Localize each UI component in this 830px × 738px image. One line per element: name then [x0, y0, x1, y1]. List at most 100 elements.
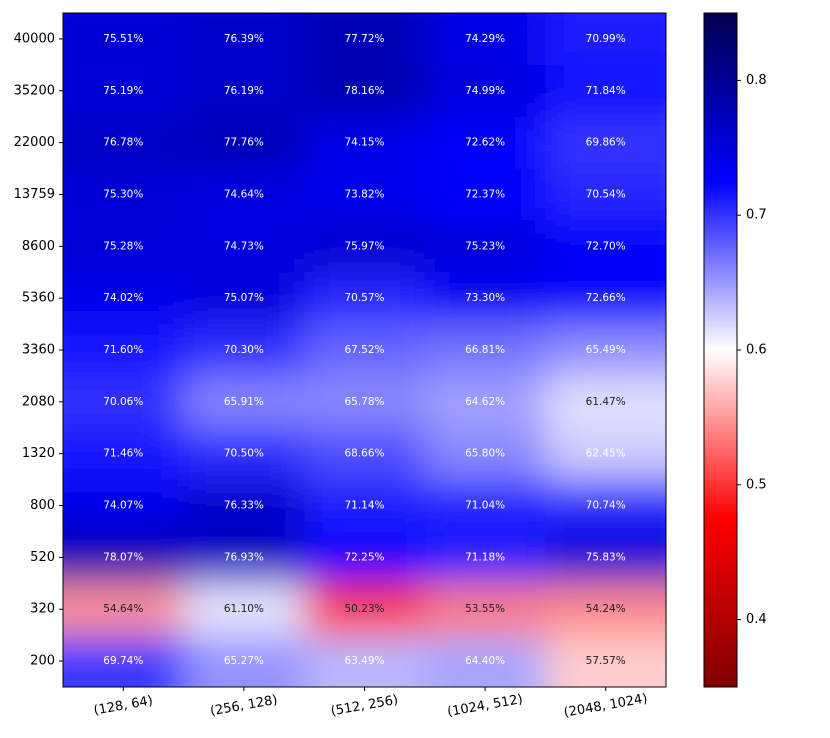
heatmap-cell: [63, 375, 185, 429]
heatmap-cell: [63, 479, 185, 532]
cell-value-label: 76.93%: [224, 551, 264, 563]
heatmap-cell: [304, 375, 426, 429]
heatmap-cell: [304, 168, 426, 221]
heatmap-cell: [545, 116, 666, 170]
y-tick-label: 8600: [22, 239, 55, 254]
cell-value-label: 76.33%: [224, 500, 264, 512]
cell-value-label: 65.91%: [224, 396, 264, 408]
heatmap-cell: [63, 220, 185, 273]
heatmap-cell: [545, 531, 666, 584]
cell-value-label: 75.97%: [344, 240, 384, 252]
heatmap-cell: [424, 64, 546, 118]
heatmap-cell: [424, 479, 546, 532]
x-tick-label: (128, 64): [93, 693, 154, 718]
cell-value-label: 75.83%: [586, 551, 626, 563]
cell-value-label: 74.02%: [103, 292, 143, 304]
heatmap-cell: [424, 168, 546, 221]
cell-value-label: 74.73%: [224, 240, 264, 252]
colorbar-gradient: [703, 12, 738, 688]
cell-value-label: 72.25%: [344, 551, 384, 563]
heatmap-cell: [304, 272, 426, 325]
heatmap-cell: [183, 635, 305, 687]
cell-value-label: 76.78%: [103, 137, 143, 149]
colorbar-tick-label: 0.8: [746, 73, 767, 88]
heatmap-cell: [545, 168, 666, 221]
cell-value-label: 63.49%: [344, 655, 384, 667]
x-tick-label: (1024, 512): [446, 692, 524, 720]
cell-value-label: 78.07%: [103, 551, 143, 563]
heatmap-cell: [424, 272, 546, 325]
cell-value-label: 54.24%: [586, 603, 626, 615]
cell-value-label: 66.81%: [465, 344, 505, 356]
heatmap-cell: [63, 427, 185, 481]
colorbar-tick-label: 0.7: [746, 208, 767, 223]
heatmap-cell: [63, 324, 185, 377]
heatmap-cell: [304, 13, 426, 66]
cell-value-label: 74.64%: [224, 188, 264, 200]
cell-labels: 75.51% 76.39% 77.72% 74.29% 70.99% 75.19% 76.1…: [103, 33, 625, 667]
heatmap-cell: [424, 531, 546, 584]
heatmap-cell: [183, 272, 305, 325]
heatmap-cell: [304, 531, 426, 584]
y-tick-label: 5360: [22, 291, 55, 306]
cell-value-label: 70.30%: [224, 344, 264, 356]
cell-value-label: 61.10%: [224, 603, 264, 615]
colorbar: 0.8 0.7 0.6 0.5 0.4: [703, 12, 767, 688]
cell-value-label: 65.27%: [224, 655, 264, 667]
cell-value-label: 67.52%: [344, 344, 384, 356]
cell-value-label: 75.23%: [465, 240, 505, 252]
heatmap-cell: [183, 583, 305, 636]
cell-value-label: 70.06%: [103, 396, 143, 408]
heatmap-cell: [545, 13, 666, 66]
y-tick-label: 22000: [14, 135, 55, 150]
cell-value-label: 70.99%: [586, 33, 626, 45]
heatmap-cell: [183, 531, 305, 584]
heatmap-cell: [183, 324, 305, 377]
heatmap-cell: [545, 583, 666, 636]
heatmap-cell: [63, 116, 185, 170]
y-tick-label: 1320: [22, 446, 55, 461]
cell-value-label: 75.07%: [224, 292, 264, 304]
cell-value-label: 70.54%: [586, 188, 626, 200]
y-axis: 40000 35200 22000 13759 8600 5360 3360 2080 1320…: [14, 31, 63, 669]
cell-value-label: 71.46%: [103, 448, 143, 460]
y-tick-label: 3360: [22, 343, 55, 358]
cell-value-label: 74.99%: [465, 85, 505, 97]
heatmap-cell: [545, 220, 666, 273]
cell-value-label: 69.86%: [586, 137, 626, 149]
cell-value-label: 70.57%: [344, 292, 384, 304]
x-tick-label: (512, 256): [330, 693, 400, 720]
cell-value-label: 72.37%: [465, 188, 505, 200]
cell-value-label: 75.30%: [103, 188, 143, 200]
cell-value-label: 50.23%: [344, 603, 384, 615]
heatmap-cell: [183, 168, 305, 221]
cell-value-label: 57.57%: [586, 655, 626, 667]
cell-value-label: 76.39%: [224, 33, 264, 45]
cell-value-label: 62.45%: [586, 448, 626, 460]
cell-value-label: 71.84%: [586, 85, 626, 97]
cell-value-label: 72.70%: [586, 240, 626, 252]
heatmap-cell: [545, 272, 666, 325]
cell-value-label: 69.74%: [103, 655, 143, 667]
cell-value-label: 71.18%: [465, 551, 505, 563]
heatmap-cell: [63, 64, 185, 118]
heatmap-cell: [183, 479, 305, 532]
cell-value-label: 64.62%: [465, 396, 505, 408]
cell-value-label: 77.76%: [224, 137, 264, 149]
heatmap-cell: [424, 375, 546, 429]
cell-value-label: 65.49%: [586, 344, 626, 356]
cell-value-label: 74.29%: [465, 33, 505, 45]
cell-value-label: 73.30%: [465, 292, 505, 304]
y-tick-label: 320: [30, 602, 55, 617]
y-tick-label: 2080: [22, 394, 55, 409]
y-tick-label: 200: [30, 654, 55, 669]
y-tick-label: 13759: [14, 187, 55, 202]
heatmap-cell: [545, 427, 666, 481]
y-tick-label: 40000: [14, 31, 55, 46]
colorbar-tick-label: 0.4: [746, 612, 767, 627]
y-tick-label: 520: [30, 550, 55, 565]
heatmap-cell: [304, 635, 426, 687]
heatmap-cells: [63, 13, 666, 687]
heatmap-cell: [304, 220, 426, 273]
heatmap-cell: [424, 583, 546, 636]
